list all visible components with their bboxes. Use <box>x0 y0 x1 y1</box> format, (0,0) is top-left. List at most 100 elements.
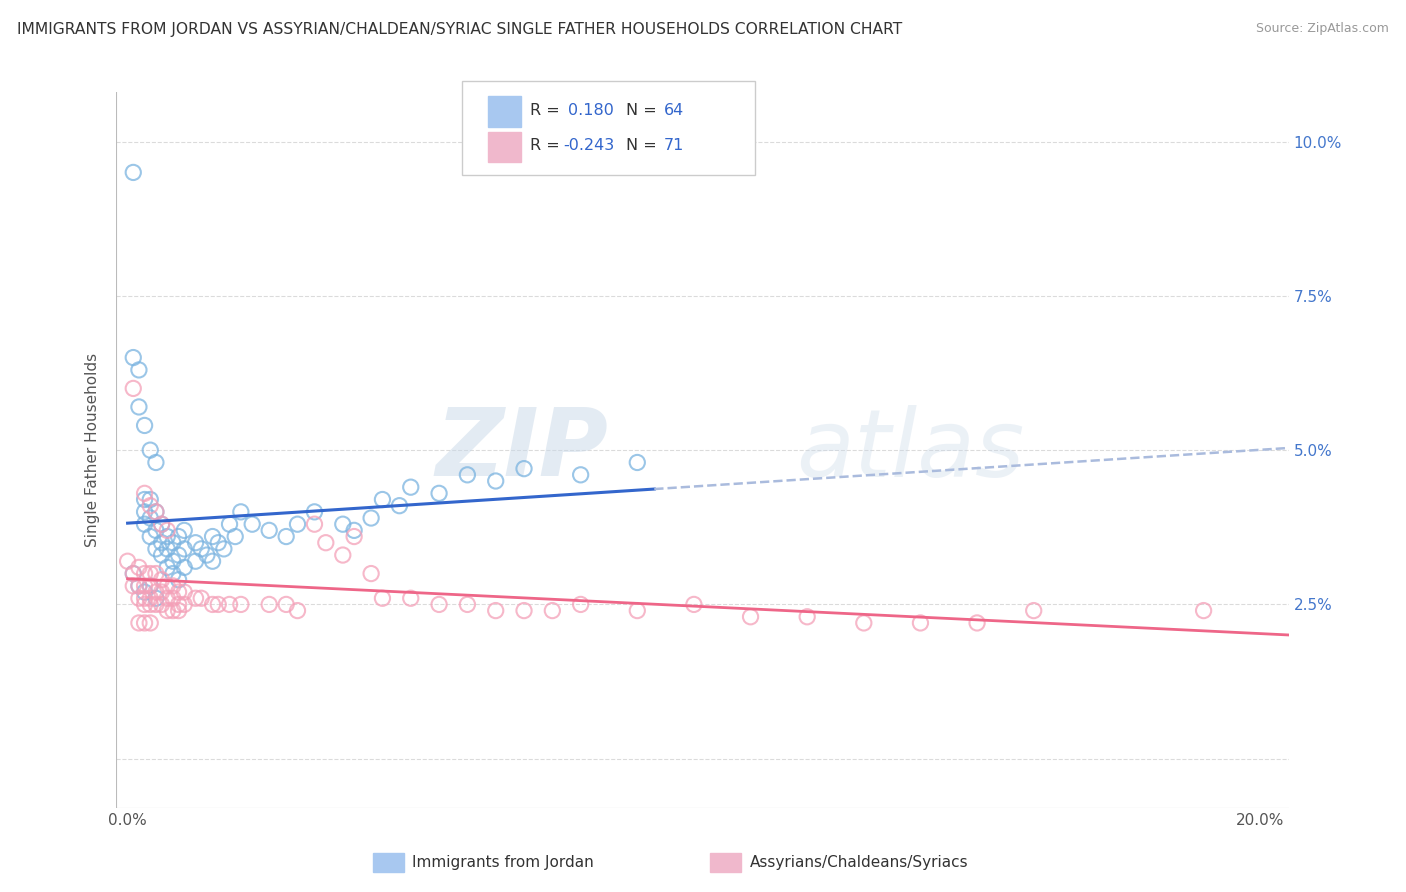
Point <box>456 598 478 612</box>
Point <box>122 165 145 179</box>
Text: 0.180: 0.180 <box>568 103 613 119</box>
Point <box>304 517 326 532</box>
Point <box>134 418 156 433</box>
Text: R =: R = <box>530 103 565 119</box>
Point <box>485 604 508 618</box>
Point <box>201 530 224 544</box>
Point <box>184 535 207 549</box>
Point <box>343 524 366 538</box>
Point <box>190 541 212 556</box>
Point <box>162 604 184 618</box>
Point <box>145 541 167 556</box>
Point <box>167 598 190 612</box>
Point <box>134 598 156 612</box>
Point <box>145 524 167 538</box>
Point <box>360 566 382 581</box>
Point <box>569 467 592 482</box>
Point <box>796 609 818 624</box>
Point <box>139 492 162 507</box>
Point <box>128 579 150 593</box>
Point <box>128 363 150 377</box>
Point <box>156 524 179 538</box>
Point <box>399 480 422 494</box>
Point <box>134 585 156 599</box>
Point <box>184 591 207 606</box>
Text: 64: 64 <box>664 103 683 119</box>
Point <box>683 598 706 612</box>
Point <box>134 517 156 532</box>
Text: Source: ZipAtlas.com: Source: ZipAtlas.com <box>1256 22 1389 36</box>
Point <box>201 598 224 612</box>
Point <box>145 566 167 581</box>
Point <box>371 591 394 606</box>
Point <box>139 511 162 525</box>
Point <box>122 351 145 365</box>
Point <box>513 461 536 475</box>
Point <box>145 598 167 612</box>
Text: IMMIGRANTS FROM JORDAN VS ASSYRIAN/CHALDEAN/SYRIAC SINGLE FATHER HOUSEHOLDS CORR: IMMIGRANTS FROM JORDAN VS ASSYRIAN/CHALD… <box>17 22 903 37</box>
Point <box>156 560 179 574</box>
Point <box>360 511 382 525</box>
Point <box>167 530 190 544</box>
Point <box>315 535 337 549</box>
Point <box>128 615 150 630</box>
Point <box>218 598 240 612</box>
Point <box>162 554 184 568</box>
Point <box>626 604 648 618</box>
Point <box>207 535 229 549</box>
Point <box>207 598 229 612</box>
Point <box>122 579 145 593</box>
Point <box>134 486 156 500</box>
Point <box>145 591 167 606</box>
Point <box>128 591 150 606</box>
Text: 71: 71 <box>664 138 685 153</box>
Point <box>513 604 536 618</box>
Point <box>145 585 167 599</box>
Point <box>569 598 592 612</box>
Point <box>218 517 240 532</box>
FancyBboxPatch shape <box>488 132 520 161</box>
Point <box>485 474 508 488</box>
Point <box>173 524 195 538</box>
Point <box>343 530 366 544</box>
Point <box>240 517 263 532</box>
Point <box>173 585 195 599</box>
Y-axis label: Single Father Households: Single Father Households <box>86 353 100 547</box>
Point <box>541 604 564 618</box>
Point <box>145 455 167 469</box>
Point <box>184 554 207 568</box>
Point <box>162 535 184 549</box>
Point <box>145 505 167 519</box>
Point <box>626 455 648 469</box>
Point <box>371 492 394 507</box>
Point <box>134 615 156 630</box>
Point <box>1022 604 1045 618</box>
Point <box>128 400 150 414</box>
Point <box>134 579 156 593</box>
Text: atlas: atlas <box>796 405 1025 496</box>
Point <box>134 492 156 507</box>
Point <box>150 573 173 587</box>
Point <box>134 505 156 519</box>
FancyBboxPatch shape <box>463 81 755 175</box>
Point <box>257 598 280 612</box>
Point <box>150 548 173 562</box>
Point <box>276 598 298 612</box>
Point <box>150 598 173 612</box>
Point <box>156 579 179 593</box>
Point <box>150 517 173 532</box>
Point <box>173 560 195 574</box>
Point <box>139 591 162 606</box>
Point <box>139 530 162 544</box>
Point <box>224 530 246 544</box>
Point <box>332 548 354 562</box>
Point <box>156 604 179 618</box>
Point <box>117 554 139 568</box>
Point <box>399 591 422 606</box>
FancyBboxPatch shape <box>488 96 520 127</box>
Point <box>852 615 875 630</box>
Point <box>1192 604 1215 618</box>
Point <box>427 598 450 612</box>
Text: Assyrians/Chaldeans/Syriacs: Assyrians/Chaldeans/Syriacs <box>749 855 967 870</box>
Text: ZIP: ZIP <box>436 404 609 496</box>
